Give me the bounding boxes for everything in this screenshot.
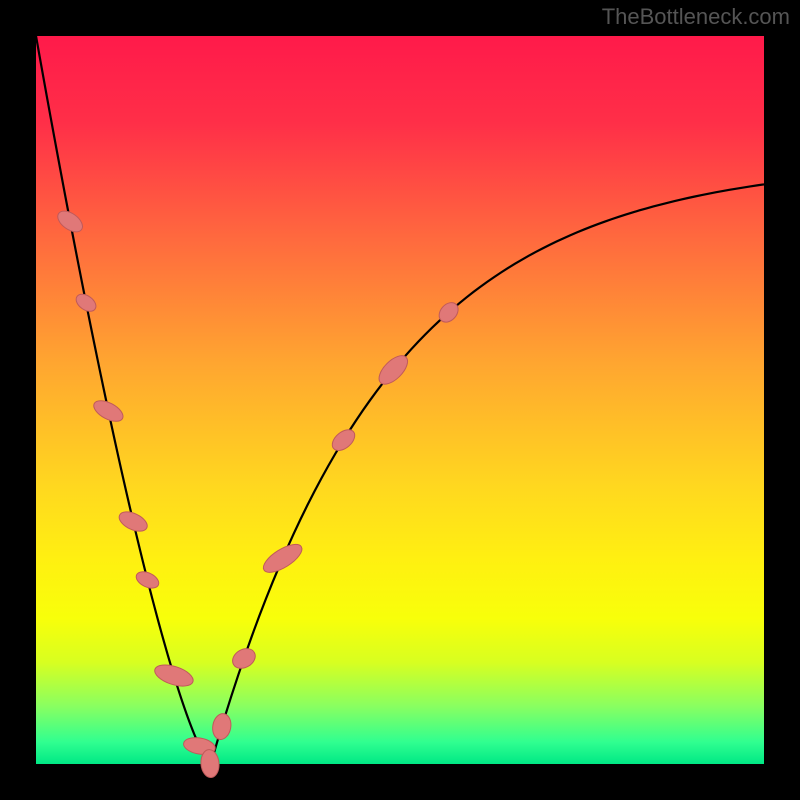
bottleneck-chart <box>0 0 800 800</box>
plot-area <box>36 36 764 764</box>
chart-root: TheBottleneck.com <box>0 0 800 800</box>
